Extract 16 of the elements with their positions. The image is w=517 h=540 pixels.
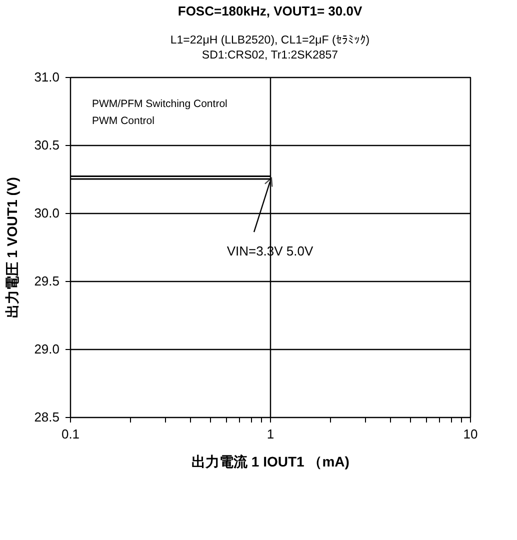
y-tick-label: 30.0 <box>34 206 60 220</box>
x-tick-label: 0.1 <box>61 426 80 442</box>
text: L1=22μH (LLB2520), CL1=2μF (ｾﾗﾐｯｸ) <box>170 34 370 46</box>
annotation: PWM Control <box>92 115 154 127</box>
x-tick-label: 1 <box>266 426 274 442</box>
x-axis-title: 出力電流 1 IOUT1 （mA) <box>192 454 350 470</box>
y-axis-title: 出力電圧 1 VOUT1 (V) <box>4 177 20 318</box>
y-tick-label: 29.5 <box>34 274 60 288</box>
y-tick-label: 31.0 <box>34 70 60 84</box>
y-tick-label: 29.0 <box>34 342 60 356</box>
text: SD1:CRS02, Tr1:2SK2857 <box>202 50 338 62</box>
y-tick-label: 28.5 <box>34 410 60 424</box>
x-tick-label: 10 <box>463 426 478 442</box>
y-tick-label: 30.5 <box>34 138 60 152</box>
annotation: PWM/PFM Switching Control <box>92 98 228 110</box>
chart-title: FOSC=180kHz, VOUT1= 30.0V <box>178 4 362 18</box>
